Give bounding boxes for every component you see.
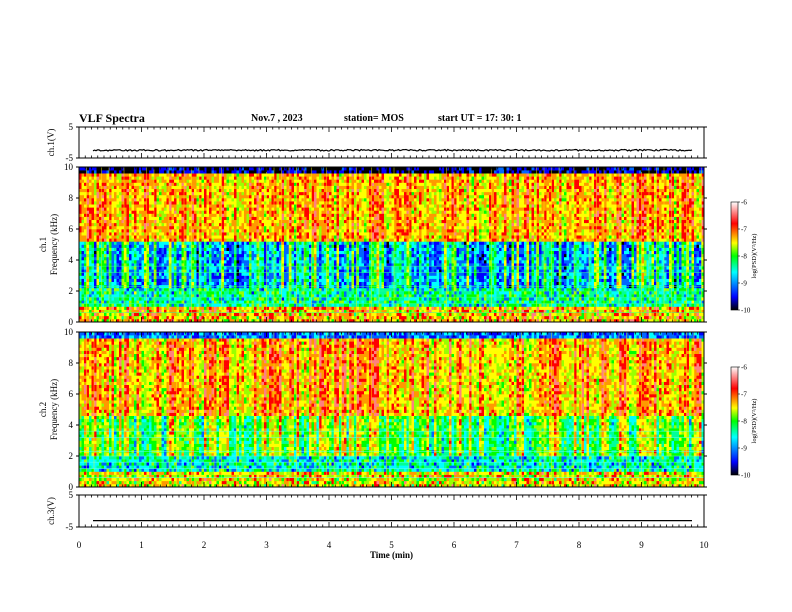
chart-title: VLF Spectra: [79, 111, 145, 126]
ch1-colorbar: -6 -7 -8 -9 -10 log(PSD)(V²/Hz): [730, 199, 758, 315]
y-tick-label: 2: [69, 286, 74, 296]
y-axis-label: ch.1(V): [46, 129, 56, 157]
waveform-frame: [78, 126, 705, 159]
x-tick-label: 7: [514, 540, 519, 550]
waveform-trace: [92, 148, 693, 152]
y-tick-label: 5: [69, 122, 74, 132]
y-axis-label: ch.3(V): [46, 497, 56, 525]
x-tick-label: 4: [327, 540, 332, 550]
colorbar-tick-label: -9: [741, 445, 747, 453]
y-tick-label: 0: [69, 317, 74, 327]
colorbar: [730, 201, 739, 311]
y-tick-label: 8: [69, 193, 74, 203]
header-date: Nov.7 , 2023: [251, 113, 303, 124]
colorbar: [730, 366, 739, 476]
y-tick-label: 4: [69, 420, 74, 430]
y-tick-label: -5: [66, 153, 74, 163]
x-tick-label: 9: [639, 540, 644, 550]
y-axis-label: ch.1Frequency (kHz): [38, 214, 59, 275]
ch3-waveform-panel: [78, 494, 705, 528]
x-tick-label: 6: [452, 540, 457, 550]
y-axis-label: ch.2Frequency (kHz): [38, 379, 59, 440]
colorbar-tick-label: -6: [741, 364, 747, 372]
y-tick-label: 0: [69, 482, 74, 492]
spectrogram-ch2-spectrogram: [78, 331, 705, 488]
header-start-time: start UT = 17: 30: 1: [438, 113, 522, 124]
colorbar-tick-label: -8: [741, 253, 747, 261]
x-axis-label: Time (min): [370, 550, 413, 560]
x-tick-label: 2: [202, 540, 207, 550]
y-tick-label: 6: [69, 389, 74, 399]
colorbar-tick-label: -8: [741, 418, 747, 426]
colorbar-tick-label: -9: [741, 280, 747, 288]
colorbar-tick-label: -7: [741, 391, 747, 399]
colorbar-tick-label: -7: [741, 226, 747, 234]
waveform-frame: [78, 494, 705, 528]
y-tick-label: 4: [69, 255, 74, 265]
y-tick-label: 6: [69, 224, 74, 234]
x-tick-label: 0: [77, 540, 82, 550]
colorbar-tick-label: -10: [741, 472, 751, 480]
spectrogram-ch1-spectrogram: [78, 166, 705, 323]
x-tick-label: 5: [389, 540, 394, 550]
y-tick-label: 5: [69, 490, 74, 500]
x-tick-label: 3: [264, 540, 269, 550]
colorbar-label: log(PSD)(V²/Hz): [751, 234, 758, 279]
x-tick-label: 1: [139, 540, 144, 550]
colorbar-tick-label: -10: [741, 307, 751, 315]
y-tick-label: 2: [69, 451, 74, 461]
ch1-waveform-panel: [78, 126, 705, 159]
y-tick-label: 10: [64, 327, 74, 337]
header-station: station= MOS: [344, 113, 404, 124]
colorbar-label: log(PSD)(V²/Hz): [751, 399, 758, 444]
x-tick-label: 8: [577, 540, 582, 550]
x-tick-label: 10: [700, 540, 710, 550]
y-tick-label: -5: [66, 522, 74, 532]
ch2-colorbar: -6 -7 -8 -9 -10 log(PSD)(V²/Hz): [730, 364, 758, 480]
y-tick-label: 8: [69, 358, 74, 368]
y-tick-label: 10: [64, 162, 74, 172]
colorbar-tick-label: -6: [741, 199, 747, 207]
